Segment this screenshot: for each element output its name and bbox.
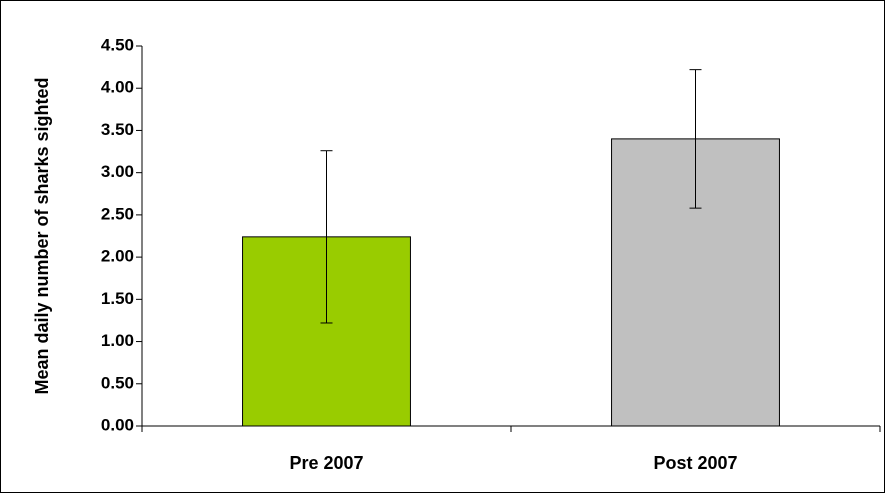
y-tick-label: 1.00: [101, 331, 134, 350]
y-tick-label: 1.50: [101, 289, 134, 308]
error-bar: [689, 69, 702, 209]
y-tick-label: 4.50: [101, 35, 134, 54]
x-tick-label: Post 2007: [653, 453, 737, 473]
error-bar: [320, 150, 333, 324]
x-tick-label: Pre 2007: [289, 453, 363, 473]
y-tick-label: 0.50: [101, 373, 134, 392]
y-tick-label: 2.00: [101, 247, 134, 266]
y-axis-title: Mean daily number of sharks sighted: [32, 77, 52, 394]
y-tick-label: 2.50: [101, 204, 134, 223]
y-tick-label: 0.00: [101, 415, 134, 434]
y-tick-label: 4.00: [101, 78, 134, 97]
y-tick-label: 3.50: [101, 120, 134, 139]
y-tick-label: 3.00: [101, 162, 134, 181]
